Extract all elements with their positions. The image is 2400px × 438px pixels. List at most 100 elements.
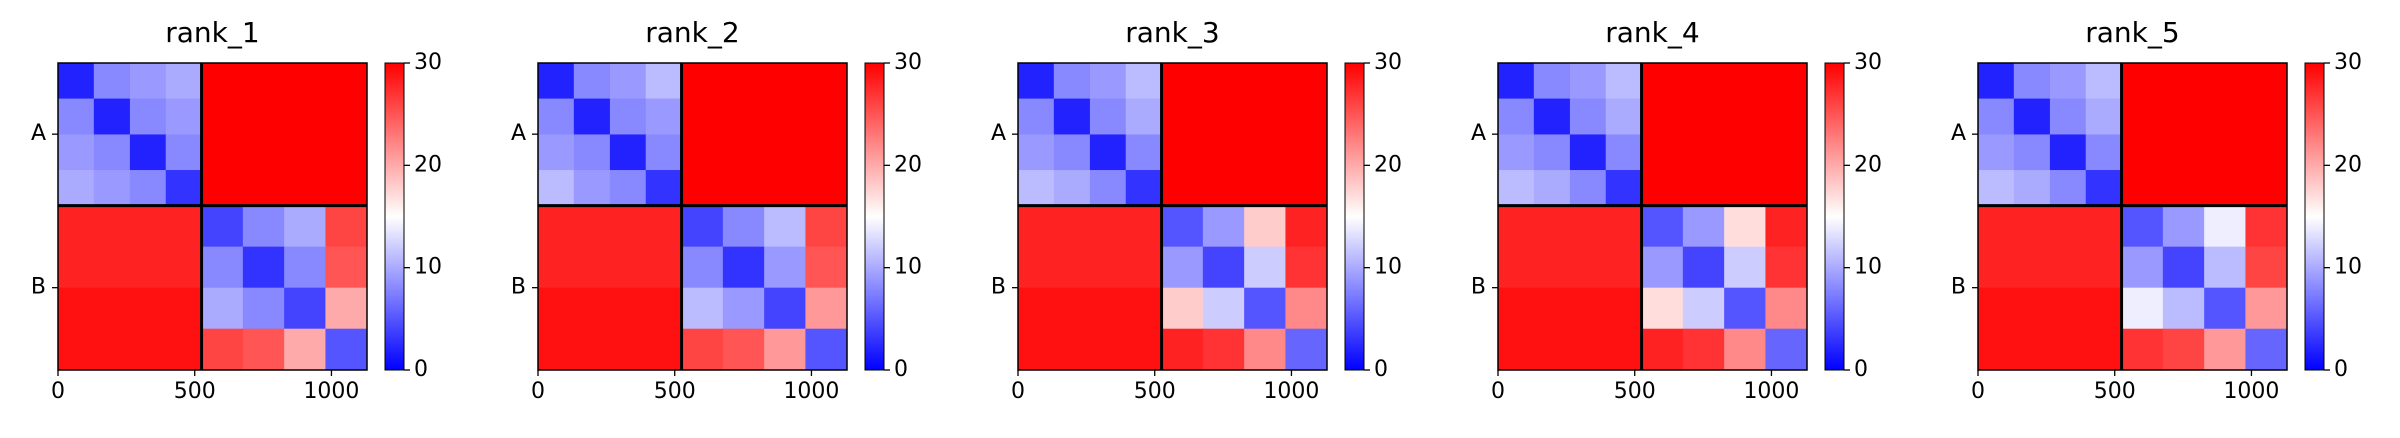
heatmap-cell <box>58 63 95 100</box>
heatmap-cell <box>764 170 806 207</box>
x-tick-label: 0 <box>1491 379 1505 404</box>
heatmap-cell <box>2121 287 2164 330</box>
heatmap-cell <box>681 134 724 171</box>
heatmap-cell <box>284 328 326 371</box>
heatmap-cell <box>58 98 95 135</box>
heatmap-cell <box>764 205 806 248</box>
heatmap-cell <box>538 205 575 248</box>
x-tick-label: 0 <box>531 379 545 404</box>
heatmap-cell <box>325 246 368 289</box>
heatmap-cell <box>2204 63 2246 100</box>
heatmap-cell <box>2085 170 2123 207</box>
heatmap-cell <box>201 287 244 330</box>
heatmap-cell <box>2204 205 2246 248</box>
heatmap-cell <box>1089 328 1127 371</box>
heatmap-cell <box>1569 328 1607 371</box>
heatmap-cell <box>2204 328 2246 371</box>
heatmap-cell <box>1498 287 1535 330</box>
heatmap-cell <box>201 63 244 100</box>
colorbar-tick-label: 0 <box>1854 357 1868 382</box>
heatmap-cell <box>1018 63 1055 100</box>
heatmap-cell <box>1724 63 1766 100</box>
heatmap-cell <box>165 205 203 248</box>
heatmap-cell <box>2013 287 2051 330</box>
heatmap-cell <box>538 246 575 289</box>
heatmap-cell <box>722 205 765 248</box>
heatmap-cell <box>1765 134 1808 171</box>
heatmap-cell <box>1605 134 1643 171</box>
heatmap-cell <box>1765 246 1808 289</box>
heatmap-cell <box>1053 205 1091 248</box>
heatmap-cell <box>2162 328 2205 371</box>
heatmap-cell <box>165 170 203 207</box>
heatmap-cell <box>2049 134 2087 171</box>
heatmap-cell <box>645 328 683 371</box>
x-tick-label: 1000 <box>303 379 359 404</box>
heatmap-cell <box>284 205 326 248</box>
colorbar-tick-label: 20 <box>1854 152 1882 177</box>
heatmap-cell <box>201 170 244 207</box>
heatmap-cell <box>1161 98 1204 135</box>
heatmap-cell <box>1053 246 1091 289</box>
heatmap-cell <box>681 63 724 100</box>
heatmap-cell <box>1569 170 1607 207</box>
plot-frame <box>537 62 848 371</box>
heatmap-cell <box>1765 287 1808 330</box>
heatmap-cell <box>129 63 167 100</box>
heatmap-cell <box>1018 328 1055 371</box>
heatmap-cell <box>1605 287 1643 330</box>
y-tick-label: B <box>1471 275 1486 300</box>
heatmap-cell <box>93 170 131 207</box>
heatmap-cell <box>1765 170 1808 207</box>
heatmap-cell <box>1089 63 1127 100</box>
heatmap-cell <box>1569 246 1607 289</box>
heatmap-cell <box>764 246 806 289</box>
heatmap-cell <box>1498 134 1535 171</box>
heatmap-cell <box>1978 287 2015 330</box>
heatmap-cell <box>1724 246 1766 289</box>
heatmap-cell <box>573 98 611 135</box>
heatmap-cell <box>1285 287 1328 330</box>
heatmap-cell <box>284 134 326 171</box>
heatmap-cell <box>2121 63 2164 100</box>
heatmap-cell <box>1498 205 1535 248</box>
heatmap-cell <box>325 205 368 248</box>
heatmap-cell <box>1533 170 1571 207</box>
colorbar <box>864 62 885 371</box>
heatmap-cell <box>1285 98 1328 135</box>
heatmap-cell <box>242 98 285 135</box>
heatmap-cell <box>1724 170 1766 207</box>
heatmap-cell <box>284 170 326 207</box>
heatmap-cell <box>1569 63 1607 100</box>
heatmap-cell <box>1089 287 1127 330</box>
heatmap-cell <box>538 63 575 100</box>
heatmap-cell <box>1053 287 1091 330</box>
heatmap-cell <box>1978 170 2015 207</box>
heatmap-cell <box>58 246 95 289</box>
heatmap-cell <box>1569 205 1607 248</box>
heatmap-cell <box>284 98 326 135</box>
colorbar-tick-label: 20 <box>894 152 922 177</box>
heatmap-cell <box>2162 98 2205 135</box>
heatmap-cell <box>2162 134 2205 171</box>
heatmap-cell <box>1765 98 1808 135</box>
heatmap-cell <box>1089 170 1127 207</box>
heatmap-cell <box>1605 170 1643 207</box>
heatmap-cell <box>2204 287 2246 330</box>
heatmap-cell <box>201 246 244 289</box>
heatmap-cell <box>325 328 368 371</box>
heatmap-cell <box>1605 246 1643 289</box>
heatmap-cell <box>1978 328 2015 371</box>
heatmap-cell <box>93 134 131 171</box>
heatmap-cell <box>805 63 848 100</box>
heatmap-cell <box>2162 287 2205 330</box>
y-tick-label: A <box>991 121 1006 146</box>
heatmap-cell <box>1161 63 1204 100</box>
heatmap-cell <box>1018 246 1055 289</box>
heatmap-cell <box>1765 205 1808 248</box>
heatmap-cell <box>58 170 95 207</box>
y-tick-label: B <box>1951 275 1966 300</box>
heatmap-cell <box>1202 328 1245 371</box>
heatmap-cell <box>2085 287 2123 330</box>
heatmap-cell <box>2121 205 2164 248</box>
